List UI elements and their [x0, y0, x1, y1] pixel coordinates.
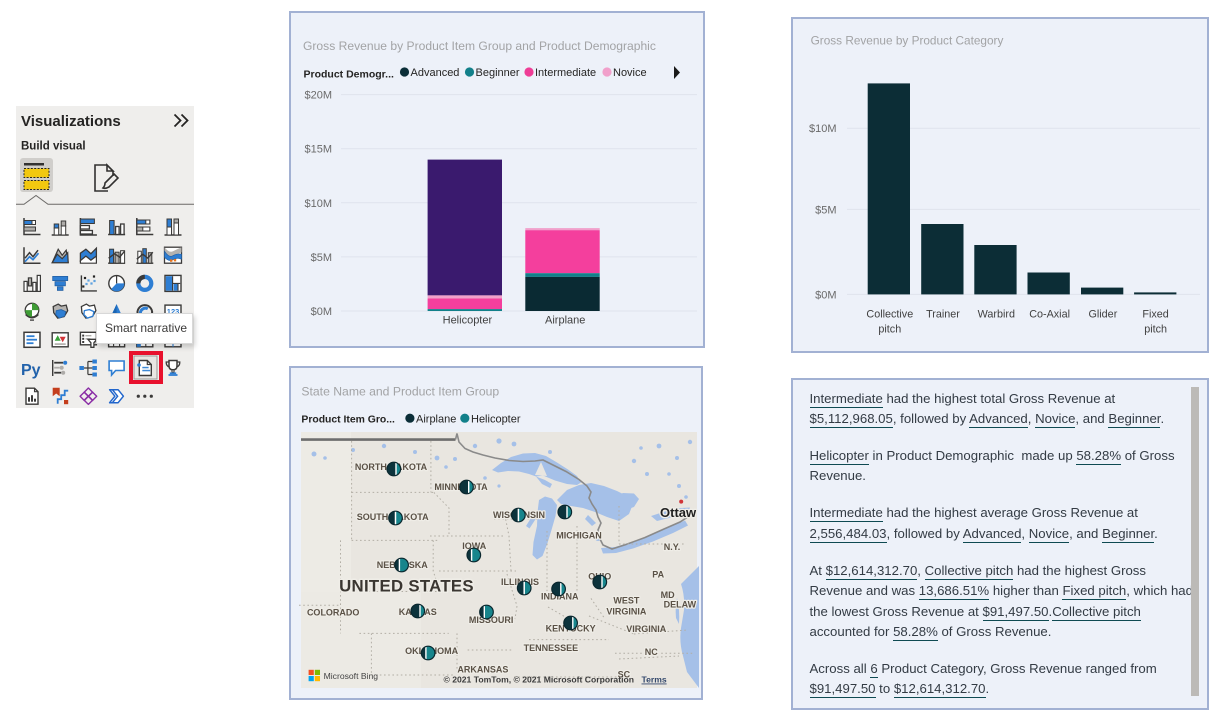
svg-text:Visualizations: Visualizations	[21, 113, 121, 130]
svg-text:NC: NC	[645, 647, 658, 657]
svg-text:PA: PA	[652, 570, 664, 580]
svg-text:Glider: Glider	[1088, 309, 1117, 321]
svg-text:State Name and Product Item Gr: State Name and Product Item Group	[301, 385, 499, 399]
svg-text:$5M: $5M	[311, 252, 332, 264]
svg-text:ARKANSAS: ARKANSAS	[457, 665, 508, 675]
svg-text:Gross Revenue by Product Categ: Gross Revenue by Product Category	[811, 34, 1004, 48]
svg-text:Beginner: Beginner	[476, 67, 520, 79]
svg-text:INDIANA: INDIANA	[541, 592, 579, 602]
svg-text:$10M: $10M	[304, 198, 332, 210]
svg-text:Py: Py	[21, 362, 41, 379]
svg-text:Novice: Novice	[613, 67, 647, 79]
svg-text:Helicopter: Helicopter	[443, 314, 493, 326]
svg-text:Ottaw: Ottaw	[660, 505, 697, 520]
svg-text:VIRGINIA: VIRGINIA	[606, 607, 647, 617]
svg-text:IOWA: IOWA	[462, 541, 486, 551]
svg-text:COLORADO: COLORADO	[307, 607, 360, 617]
svg-text:$0M: $0M	[815, 289, 836, 301]
svg-text:© 2021 TomTom, © 2021 Microsof: © 2021 TomTom, © 2021 Microsoft Corporat…	[444, 675, 634, 685]
svg-text:Airplane: Airplane	[416, 414, 456, 426]
svg-text:Co-Axial: Co-Axial	[1029, 309, 1070, 321]
svg-text:$10M: $10M	[809, 123, 837, 135]
svg-text:TENNESSEE: TENNESSEE	[524, 643, 579, 653]
svg-text:$0M: $0M	[311, 306, 332, 318]
svg-text:Collective: Collective	[866, 309, 913, 321]
svg-text:MD: MD	[661, 590, 675, 600]
svg-text:$20M: $20M	[304, 90, 332, 102]
svg-text:Product Demogr...: Product Demogr...	[304, 69, 395, 81]
svg-text:Trainer: Trainer	[926, 309, 960, 321]
svg-text:$5M: $5M	[815, 204, 836, 216]
svg-text:WEST: WEST	[613, 596, 640, 606]
svg-text:SC: SC	[618, 670, 631, 680]
svg-text:Airplane: Airplane	[545, 314, 585, 326]
svg-text:VIRGINIA: VIRGINIA	[626, 624, 667, 634]
svg-text:UNITED STATES: UNITED STATES	[339, 577, 474, 596]
svg-text:pitch: pitch	[1144, 323, 1167, 335]
svg-text:Advanced: Advanced	[411, 67, 460, 79]
svg-text:123: 123	[167, 307, 180, 316]
svg-text:Terms: Terms	[642, 675, 667, 685]
svg-text:Fixed: Fixed	[1142, 309, 1168, 321]
svg-text:DELAW: DELAW	[664, 599, 697, 609]
svg-text:Gross Revenue by Product Item: Gross Revenue by Product Item Group and …	[303, 39, 656, 53]
svg-text:pitch: pitch	[878, 323, 901, 335]
svg-text:Build visual: Build visual	[21, 141, 86, 153]
svg-text:Product Item Gro...: Product Item Gro...	[301, 415, 395, 426]
svg-text:$15M: $15M	[304, 144, 332, 156]
svg-text:Warbird: Warbird	[978, 309, 1015, 321]
svg-text:MISSOURI: MISSOURI	[469, 615, 514, 625]
svg-text:Helicopter: Helicopter	[471, 414, 521, 426]
svg-text:Intermediate: Intermediate	[535, 67, 596, 79]
svg-text:MICHIGAN: MICHIGAN	[556, 531, 602, 541]
svg-text:Microsoft Bing: Microsoft Bing	[324, 671, 379, 681]
svg-text:N.Y.: N.Y.	[664, 542, 681, 552]
